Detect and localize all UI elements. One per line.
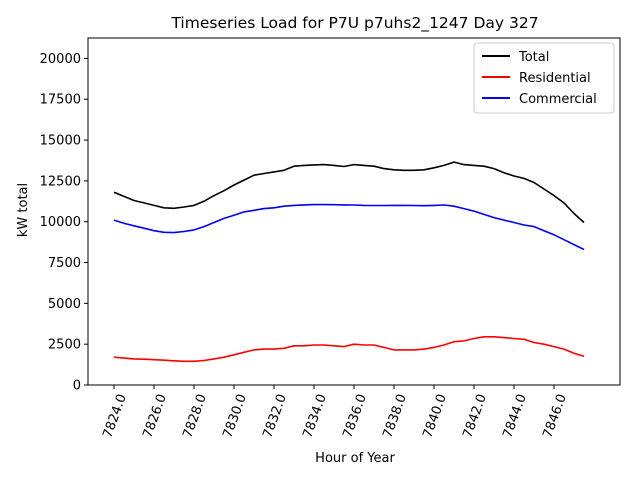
legend-box: [473, 42, 615, 114]
y-tick-label: 12500: [40, 174, 81, 189]
y-tick-label: 15000: [40, 134, 81, 149]
y-tick-label: 20000: [40, 52, 81, 67]
series-line-total: [113, 161, 585, 224]
y-tick-label: 5000: [48, 297, 81, 312]
legend-label-commercial: Commercial: [519, 92, 597, 107]
y-tick-label: 0: [73, 379, 81, 394]
legend-label-residential: Residential: [519, 71, 591, 86]
x-axis-label: Hour of Year: [315, 451, 395, 466]
y-axis: 0 2500 5000 7500 10000 12500 15000 17500 20000: [40, 52, 88, 394]
y-axis-label: kW total: [16, 183, 31, 237]
series-line-residential: [113, 335, 585, 363]
y-tick-label: 7500: [48, 256, 81, 271]
legend: Total Residential Commercial: [473, 42, 615, 114]
legend-label-total: Total: [518, 50, 549, 65]
y-tick-label: 10000: [40, 215, 81, 230]
series-layer: [113, 161, 585, 363]
y-tick-label: 17500: [40, 93, 81, 108]
y-tick-label: 2500: [48, 338, 81, 353]
series-line-commercial: [113, 203, 585, 251]
chart-title: Timeseries Load for P7U p7uhs2_1247 Day …: [170, 14, 538, 33]
